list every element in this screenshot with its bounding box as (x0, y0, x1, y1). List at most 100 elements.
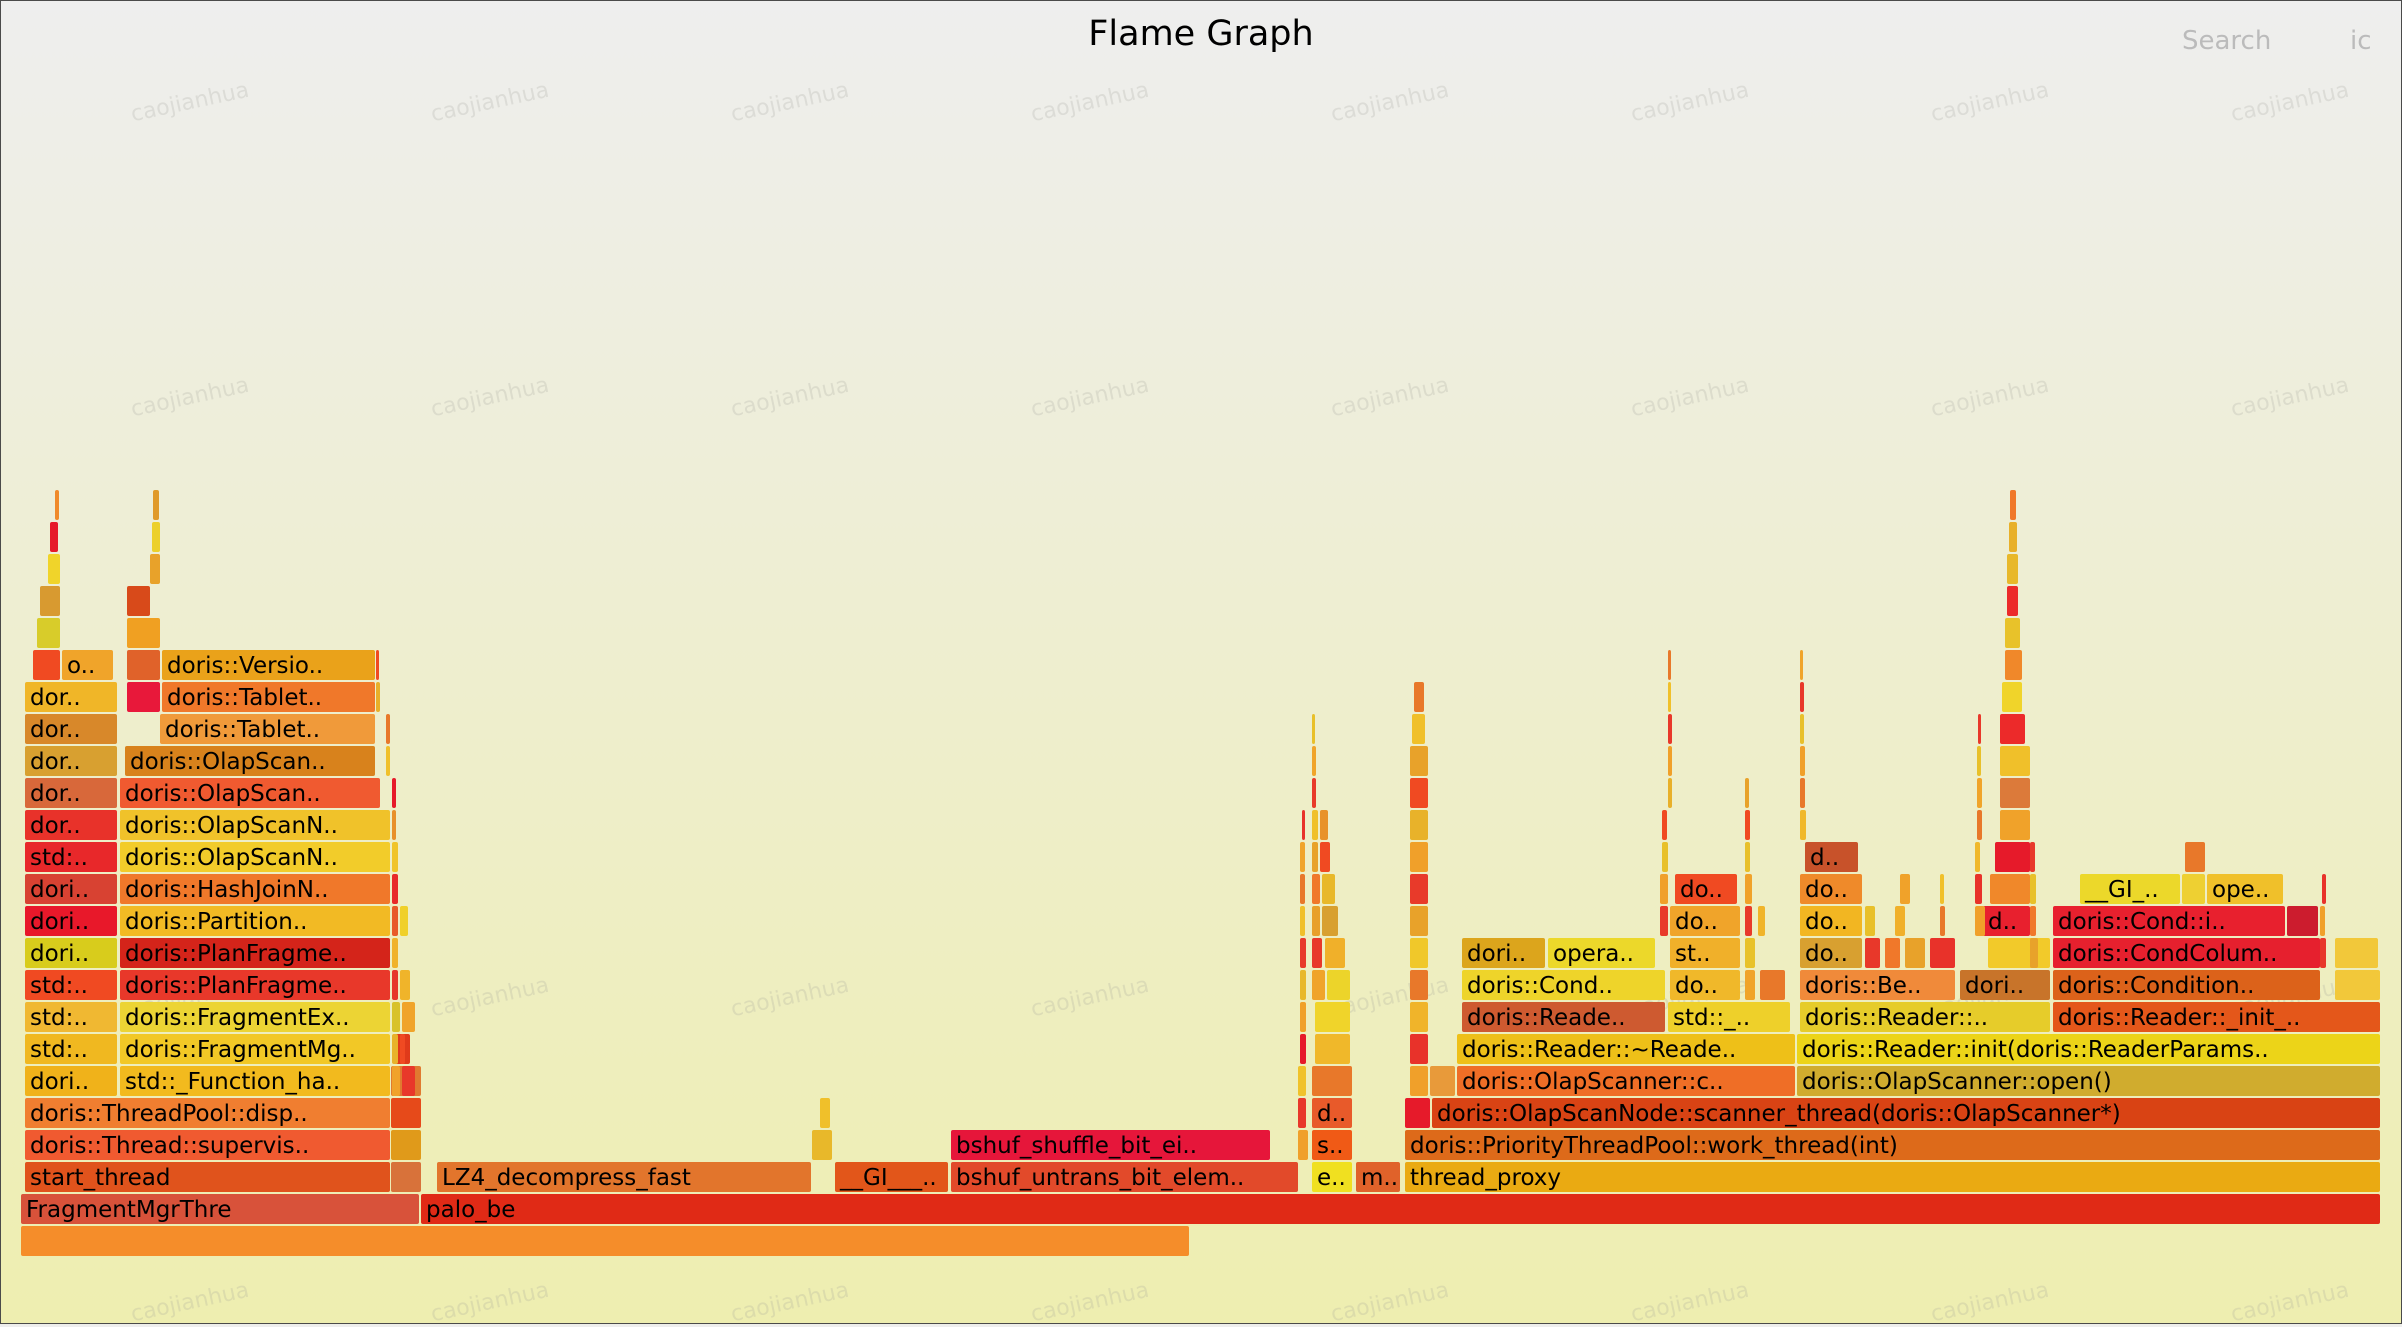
stack-frame-unlabeled[interactable] (1298, 1066, 1306, 1096)
stack-frame-rect[interactable] (25, 682, 117, 712)
stack-frame-unlabeled[interactable] (1745, 810, 1750, 840)
stack-frame-rect[interactable] (2007, 554, 2018, 584)
stack-frame-unlabeled[interactable] (40, 586, 60, 616)
stack-frame-rect[interactable] (25, 746, 117, 776)
stack-frame-rect[interactable] (25, 1034, 117, 1064)
stack-frame-unlabeled[interactable] (1300, 1002, 1306, 1032)
stack-frame-rect[interactable] (1960, 970, 2050, 1000)
stack-frame-rect[interactable] (1312, 778, 1316, 808)
stack-frame-rect[interactable] (1975, 874, 1982, 904)
stack-frame[interactable]: doris::Versio.. (162, 650, 375, 680)
stack-frame-rect[interactable] (120, 810, 390, 840)
stack-frame-unlabeled[interactable] (2000, 778, 2030, 808)
stack-frame-unlabeled[interactable] (1905, 938, 1925, 968)
stack-frame[interactable]: dori.. (1960, 970, 2050, 1000)
stack-frame-rect[interactable] (1312, 874, 1320, 904)
stack-frame-rect[interactable] (1410, 1002, 1428, 1032)
stack-frame-rect[interactable] (120, 1002, 390, 1032)
stack-frame-rect[interactable] (1745, 938, 1755, 968)
stack-frame-rect[interactable] (1745, 778, 1749, 808)
stack-frame-rect[interactable] (120, 1066, 390, 1096)
stack-frame-rect[interactable] (25, 874, 117, 904)
stack-frame-unlabeled[interactable] (2005, 618, 2020, 648)
stack-frame-unlabeled[interactable] (1668, 682, 1671, 712)
stack-frame-rect[interactable] (25, 1130, 390, 1160)
stack-frame-rect[interactable] (1300, 1002, 1306, 1032)
stack-frame-rect[interactable] (25, 842, 117, 872)
stack-frame-rect[interactable] (1312, 1130, 1352, 1160)
stack-frame-unlabeled[interactable] (48, 554, 60, 584)
stack-frame-rect[interactable] (2000, 778, 2030, 808)
stack-frame[interactable]: st.. (1670, 938, 1740, 968)
stack-frame-unlabeled[interactable] (37, 618, 60, 648)
stack-frame-rect[interactable] (127, 682, 160, 712)
stack-frame[interactable]: doris::Reade.. (1462, 1002, 1665, 1032)
stack-frame[interactable]: palo_be (421, 1194, 2380, 1224)
stack-frame-unlabeled[interactable] (1745, 938, 1755, 968)
stack-frame-rect[interactable] (1745, 874, 1752, 904)
stack-frame-unlabeled[interactable] (1315, 1002, 1350, 1032)
stack-frame[interactable]: doris::HashJoinN.. (120, 874, 390, 904)
stack-frame-unlabeled[interactable] (1312, 906, 1320, 936)
stack-frame-rect[interactable] (25, 1002, 117, 1032)
stack-frame-rect[interactable] (33, 650, 60, 680)
stack-frame[interactable]: __GI_.. (2080, 874, 2180, 904)
stack-frame-rect[interactable] (400, 970, 410, 1000)
stack-frame-rect[interactable] (120, 874, 390, 904)
stack-frame-unlabeled[interactable] (392, 1034, 398, 1064)
stack-frame[interactable]: doris::Reader::init(doris::ReaderParams.… (1797, 1034, 2380, 1064)
stack-frame-rect[interactable] (1745, 970, 1755, 1000)
stack-frame-rect[interactable] (392, 938, 398, 968)
stack-frame[interactable]: doris::Reader::.. (1800, 1002, 2050, 1032)
stack-frame-rect[interactable] (1800, 714, 1804, 744)
stack-frame-rect[interactable] (1298, 1066, 1306, 1096)
stack-frame[interactable]: doris::OlapScanN.. (120, 810, 390, 840)
stack-frame-unlabeled[interactable] (1414, 682, 1424, 712)
stack-frame-rect[interactable] (386, 714, 390, 744)
stack-frame-rect[interactable] (2053, 938, 2320, 968)
stack-frame-rect[interactable] (120, 938, 390, 968)
stack-frame-rect[interactable] (25, 1162, 390, 1192)
stack-frame[interactable]: dori.. (25, 938, 117, 968)
stack-frame-unlabeled[interactable] (1327, 970, 1350, 1000)
stack-frame[interactable]: doris::Be.. (1800, 970, 1955, 1000)
stack-frame-rect[interactable] (1977, 778, 1982, 808)
stack-frame-rect[interactable] (2287, 906, 2318, 936)
stack-frame[interactable]: d.. (1312, 1098, 1352, 1128)
stack-frame[interactable]: doris::FragmentMg.. (120, 1034, 390, 1064)
stack-frame-rect[interactable] (1410, 906, 1428, 936)
stack-frame-unlabeled[interactable] (1660, 906, 1668, 936)
stack-frame-rect[interactable] (391, 1098, 421, 1128)
stack-frame-rect[interactable] (2030, 938, 2038, 968)
stack-frame-unlabeled[interactable] (1760, 970, 1785, 1000)
stack-frame-unlabeled[interactable] (1410, 938, 1428, 968)
stack-frame-rect[interactable] (1300, 842, 1305, 872)
stack-frame-unlabeled[interactable] (1975, 842, 1980, 872)
stack-frame-rect[interactable] (2030, 874, 2036, 904)
stack-frame-rect[interactable] (392, 810, 396, 840)
stack-frame-rect[interactable] (1760, 970, 1785, 1000)
stack-frame-unlabeled[interactable] (1312, 746, 1316, 776)
stack-frame-unlabeled[interactable] (2320, 906, 2325, 936)
stack-frame[interactable]: doris::PlanFragme.. (120, 970, 390, 1000)
stack-frame-unlabeled[interactable] (2182, 874, 2205, 904)
stack-frame[interactable]: d.. (1805, 842, 1858, 872)
stack-frame-unlabeled[interactable] (820, 1098, 830, 1128)
stack-frame-rect[interactable] (391, 1130, 421, 1160)
stack-frame-rect[interactable] (1410, 970, 1428, 1000)
stack-frame[interactable]: thread_proxy (1405, 1162, 2380, 1192)
stack-frame-rect[interactable] (951, 1130, 1270, 1160)
stack-frame-rect[interactable] (1298, 1130, 1308, 1160)
stack-frame-unlabeled[interactable] (1300, 938, 1306, 968)
stack-frame[interactable]: doris::OlapScan.. (120, 778, 380, 808)
stack-frame-unlabeled[interactable] (1300, 842, 1305, 872)
stack-frame-rect[interactable] (392, 970, 398, 1000)
stack-frame-unlabeled[interactable] (1312, 874, 1320, 904)
stack-frame[interactable]: e.. (1312, 1162, 1352, 1192)
stack-frame-unlabeled[interactable] (1800, 810, 1806, 840)
stack-frame[interactable]: doris::OlapScanner::open() (1797, 1066, 2380, 1096)
stack-frame-rect[interactable] (1900, 874, 1910, 904)
stack-frame-rect[interactable] (2335, 970, 2380, 1000)
stack-frame-unlabeled[interactable] (127, 618, 160, 648)
stack-frame-rect[interactable] (392, 906, 398, 936)
